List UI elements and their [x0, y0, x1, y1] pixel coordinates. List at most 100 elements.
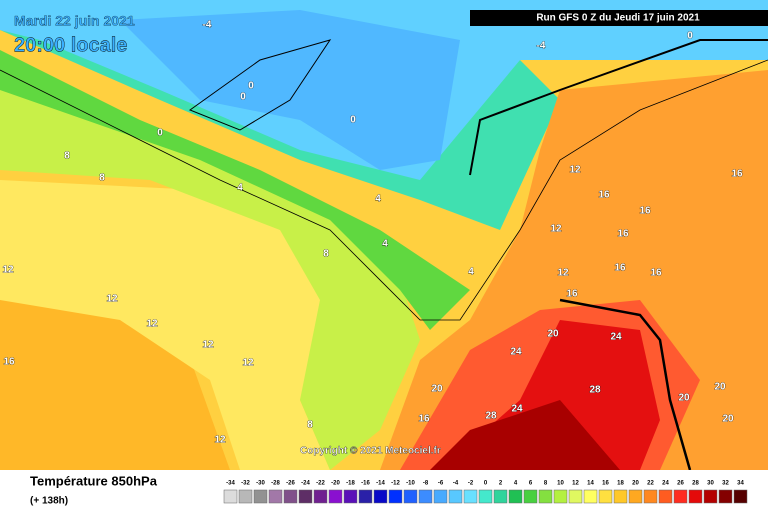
legend-swatch [358, 489, 373, 504]
legend-label: 8 [544, 481, 548, 487]
footer-subtitle: (+ 138h) [30, 496, 68, 507]
legend-swatch [388, 489, 403, 504]
contour-label: 16 [3, 357, 15, 368]
legend-label: -24 [301, 481, 310, 487]
legend-label: -14 [376, 481, 385, 487]
contour-label: 4 [468, 267, 474, 278]
legend-label: -8 [423, 481, 429, 487]
run-info: Run GFS 0 Z du Jeudi 17 juin 2021 [536, 13, 700, 24]
legend-swatch [403, 489, 418, 504]
legend-swatch [613, 489, 628, 504]
legend-swatch [268, 489, 283, 504]
contour-label: 0 [248, 81, 254, 92]
contour-label: 24 [510, 347, 522, 358]
legend-label: 26 [677, 481, 684, 487]
legend-swatch [538, 489, 553, 504]
legend-swatch [658, 489, 673, 504]
legend-label: 22 [647, 481, 654, 487]
date: Mardi 22 juin 2021 [14, 13, 135, 29]
contour-label: 4 [237, 183, 243, 194]
contour-label: 4 [382, 239, 388, 250]
legend-label: 0 [484, 481, 488, 487]
legend-swatch [283, 489, 298, 504]
legend-label: -20 [331, 481, 340, 487]
legend-swatch [688, 489, 703, 504]
contour-label: 16 [566, 289, 578, 300]
contour-label: 0 [350, 115, 356, 126]
contour-label: 0 [240, 92, 246, 103]
contour-label: 16 [650, 268, 662, 279]
legend-swatch [643, 489, 658, 504]
legend-swatch [298, 489, 313, 504]
legend-swatch [718, 489, 733, 504]
contour-label: -4 [203, 20, 212, 31]
legend-label: -30 [256, 481, 265, 487]
legend-swatch [523, 489, 538, 504]
map: Run GFS 0 Z du Jeudi 17 juin 2021 Mardi … [0, 0, 768, 471]
contour-label: 16 [639, 206, 651, 217]
legend-swatch [673, 489, 688, 504]
legend-swatch [508, 489, 523, 504]
legend-label: 6 [529, 481, 533, 487]
legend-label: 32 [722, 481, 729, 487]
legend-swatch [373, 489, 388, 504]
legend-swatch [313, 489, 328, 504]
legend-label: -32 [241, 481, 250, 487]
contour-label: 16 [614, 263, 626, 274]
legend-swatch [628, 489, 643, 504]
legend-label: 4 [514, 481, 518, 487]
contour-label: 12 [146, 319, 158, 330]
contour-label: 20 [714, 382, 726, 393]
legend-label: 14 [587, 481, 594, 487]
contour-label: 12 [202, 340, 214, 351]
contour-label: 0 [157, 128, 163, 139]
legend-label: -6 [438, 481, 444, 487]
legend-label: -10 [406, 481, 415, 487]
legend-label: -26 [286, 481, 295, 487]
contour-label: 12 [106, 294, 118, 305]
legend-label: 16 [602, 481, 609, 487]
legend-swatch [343, 489, 358, 504]
legend-label: 20 [632, 481, 639, 487]
legend-label: 10 [557, 481, 564, 487]
contour-label: 16 [617, 229, 629, 240]
legend-swatch [553, 489, 568, 504]
contour-label: 16 [731, 169, 743, 180]
contour-label: 16 [418, 414, 430, 425]
legend-label: 34 [737, 481, 744, 487]
contour-label: 4 [375, 194, 381, 205]
contour-label: 12 [557, 268, 569, 279]
contour-label: 8 [99, 173, 105, 184]
legend-swatch [433, 489, 448, 504]
contour-label: 20 [431, 384, 443, 395]
legend-label: 28 [692, 481, 699, 487]
legend-label: 18 [617, 481, 624, 487]
contour-label: 12 [214, 435, 226, 446]
legend-label: -22 [316, 481, 325, 487]
contour-label: 20 [722, 414, 734, 425]
contour-label: 28 [589, 385, 601, 396]
contour-label: 16 [598, 190, 610, 201]
legend-label: -4 [453, 481, 459, 487]
legend: -34 -32 -30 -28 -26 -24 -22 -20 -18 -16 -14 -12 -10-… [223, 481, 748, 504]
legend-swatch [583, 489, 598, 504]
time: 20:00 locale [14, 34, 127, 56]
legend-label: -2 [468, 481, 474, 487]
legend-swatch [253, 489, 268, 504]
contour-label: 8 [64, 151, 70, 162]
contour-label: 20 [678, 393, 690, 404]
legend-label: -34 [226, 481, 235, 487]
contour-label: 12 [569, 165, 581, 176]
legend-swatch [493, 489, 508, 504]
contour-label: 8 [323, 249, 329, 260]
legend-swatch [448, 489, 463, 504]
legend-swatch [568, 489, 583, 504]
legend-label: -28 [271, 481, 280, 487]
contour-label: 12 [2, 265, 14, 276]
legend-swatch [598, 489, 613, 504]
legend-label: -18 [346, 481, 355, 487]
contour-label: 28 [485, 411, 497, 422]
legend-label: 2 [499, 481, 503, 487]
contour-label: 12 [550, 224, 562, 235]
